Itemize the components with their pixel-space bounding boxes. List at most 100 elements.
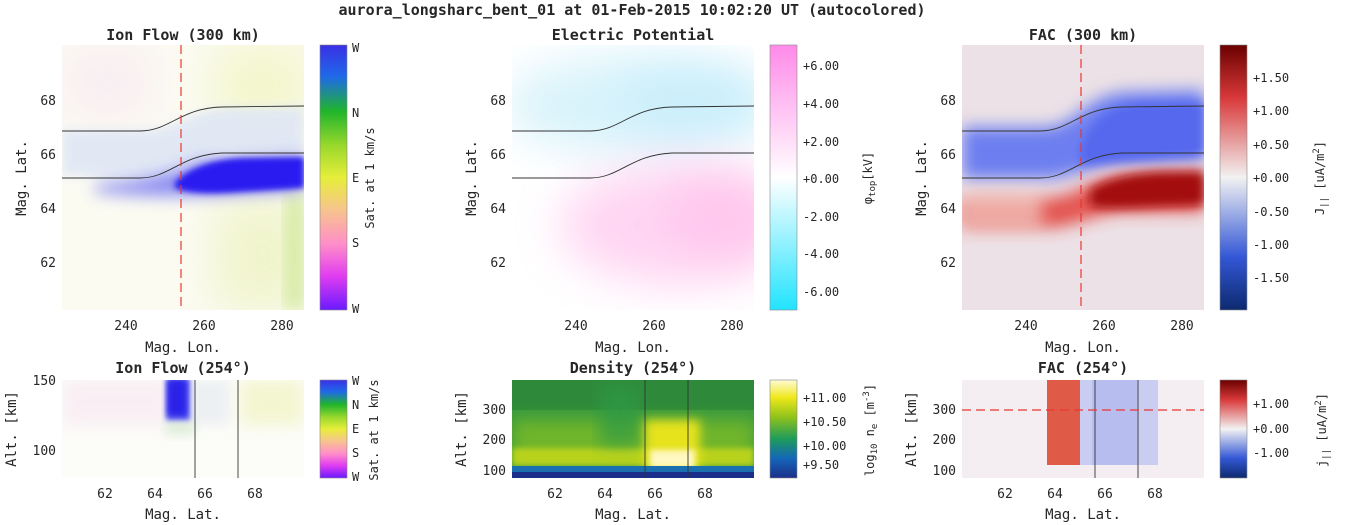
ionflow-map-colorbar: [319, 44, 348, 311]
fac-map-xticks: 240 260 280: [1014, 319, 1193, 334]
density-cut-yticks: 300 200 100: [483, 403, 506, 479]
fac-map-cbar-label: J|| [uA/m2]: [1312, 141, 1330, 215]
xtick: 62: [547, 487, 563, 502]
potential-map-field: [512, 45, 754, 310]
fac-map-ylabel: Mag. Lat.: [914, 140, 930, 216]
cbar-tick: N: [352, 106, 359, 120]
xtick: 66: [1097, 487, 1113, 502]
ytick: 62: [940, 256, 956, 271]
cbar-tick: +6.00: [803, 59, 839, 73]
density-cut-xticks: 62 64 66 68: [547, 487, 713, 502]
cbar-tick: S: [352, 236, 359, 250]
cbar-tick: N: [352, 398, 359, 412]
xtick: 68: [697, 487, 713, 502]
density-cut-title: Density (254°): [570, 359, 696, 377]
ionflow-map-xticks: 240 260 280: [114, 319, 293, 334]
ytick: 64: [940, 202, 956, 217]
ionflow-map-panel: Ion Flow (300 km) 68 66 64 62 240 260 28…: [14, 26, 377, 356]
cbar-tick: E: [352, 171, 359, 185]
potential-map-ylabel: Mag. Lat.: [464, 140, 480, 216]
xtick: 240: [564, 319, 587, 334]
ionflow-map-cbticks: W N E S W: [352, 41, 360, 316]
fac-cut-colorbar: [1219, 379, 1248, 479]
cbar-tick: +11.00: [803, 391, 846, 405]
xtick: 62: [997, 487, 1013, 502]
fac-cut-cbar-label: j|| [uA/m2]: [1314, 393, 1332, 467]
ionflow-map-ylabel: Mag. Lat.: [14, 140, 30, 216]
fac-cut-xlabel: Mag. Lat.: [1045, 507, 1121, 523]
ytick: 100: [483, 464, 506, 479]
ytick: 64: [40, 202, 56, 217]
fac-map-yticks: 68 66 64 62: [940, 94, 956, 271]
xtick: 68: [247, 487, 263, 502]
xtick: 280: [270, 319, 293, 334]
density-cut-xlabel: Mag. Lat.: [595, 507, 671, 523]
density-cut-cbticks: +11.00 +10.50 +10.00 +9.50: [803, 391, 846, 472]
fac-cut-cbticks: +1.00 +0.00 -1.00: [1253, 397, 1289, 460]
ionflow-cut-yticks: 150 100: [33, 374, 56, 459]
cbar-tick: +0.50: [1253, 138, 1289, 152]
xtick: 240: [114, 319, 137, 334]
ytick: 100: [933, 464, 956, 479]
cbar-tick: -1.00: [1253, 238, 1289, 252]
cbar-tick: E: [352, 422, 359, 436]
cbar-tick: -4.00: [803, 247, 839, 261]
ytick: 150: [33, 374, 56, 389]
ytick: 300: [483, 403, 506, 418]
ionflow-cut-field: [62, 380, 304, 478]
xtick: 66: [647, 487, 663, 502]
cbar-tick: -1.00: [1253, 446, 1289, 460]
potential-map-cbticks: +6.00 +4.00 +2.00 +0.00 -2.00 -4.00 -6.0…: [803, 59, 839, 299]
density-cut-cbar-label: log10 ne [m-3]: [862, 384, 880, 476]
fac-map-title: FAC (300 km): [1029, 26, 1137, 44]
potential-map-cbar-label: φtop[kV]: [861, 152, 878, 204]
ionflow-map-cbar-label: Sat. at 1 km/s: [363, 127, 377, 228]
cbar-tick: +1.00: [1253, 397, 1289, 411]
xtick: 240: [1014, 319, 1037, 334]
cbar-tick: -2.00: [803, 210, 839, 224]
ionflow-cut-colorbar: [319, 379, 348, 479]
cbar-tick: W: [352, 374, 360, 388]
fac-map-cbticks: +1.50 +1.00 +0.50 +0.00 -0.50 -1.00 -1.5…: [1253, 71, 1289, 285]
ionflow-map-xlabel: Mag. Lon.: [145, 340, 221, 356]
cbar-tick: +0.00: [803, 172, 839, 186]
ytick: 66: [940, 148, 956, 163]
cbar-tick: +4.00: [803, 97, 839, 111]
ionflow-cut-panel: Ion Flow (254°) 150 100 62 64 66 68 Mag.…: [4, 359, 381, 523]
ytick: 66: [490, 148, 506, 163]
ytick: 64: [490, 202, 506, 217]
figure-title: aurora_longsharc_bent_01 at 01-Feb-2015 …: [339, 1, 926, 19]
xtick: 280: [720, 319, 743, 334]
potential-map-title: Electric Potential: [552, 26, 715, 44]
xtick: 260: [642, 319, 665, 334]
fac-cut-title: FAC (254°): [1038, 359, 1128, 377]
fac-map-colorbar: [1219, 44, 1248, 311]
ytick: 200: [933, 433, 956, 448]
xtick: 64: [597, 487, 613, 502]
ytick: 100: [33, 444, 56, 459]
cbar-tick: +10.00: [803, 439, 846, 453]
fac-cut-field: [962, 380, 1204, 478]
cbar-tick: +0.00: [1253, 171, 1289, 185]
ionflow-map-field: [62, 45, 304, 310]
ytick: 62: [40, 256, 56, 271]
ionflow-cut-xlabel: Mag. Lat.: [145, 507, 221, 523]
ytick: 68: [940, 94, 956, 109]
cbar-tick: -1.50: [1253, 271, 1289, 285]
density-cut-ylabel: Alt. [km]: [454, 391, 470, 467]
cbar-tick: W: [352, 470, 360, 484]
ytick: 62: [490, 256, 506, 271]
ytick: 68: [40, 94, 56, 109]
xtick: 64: [147, 487, 163, 502]
xtick: 68: [1147, 487, 1163, 502]
fac-map-field: [962, 45, 1204, 310]
xtick: 66: [197, 487, 213, 502]
cbar-tick: S: [352, 446, 359, 460]
cbar-tick: +1.50: [1253, 71, 1289, 85]
fac-map-xlabel: Mag. Lon.: [1045, 340, 1121, 356]
cbar-tick: +10.50: [803, 415, 846, 429]
xtick: 62: [97, 487, 113, 502]
cbar-tick: +9.50: [803, 458, 839, 472]
ionflow-map-yticks: 68 66 64 62: [40, 94, 56, 271]
